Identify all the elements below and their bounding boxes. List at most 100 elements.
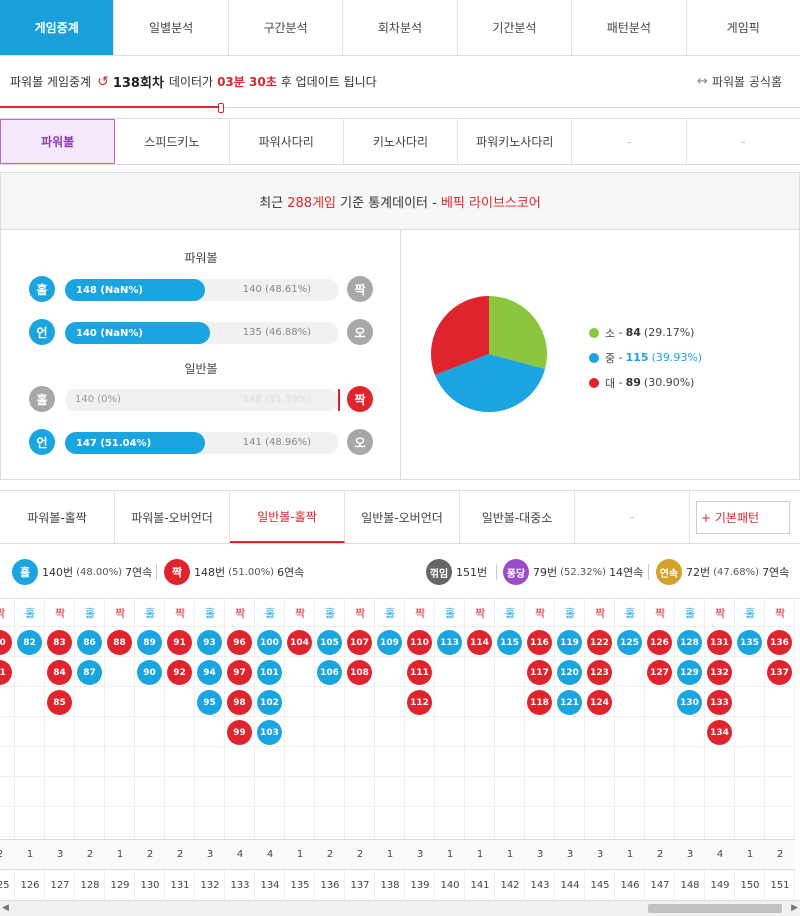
scroll-thumb[interactable]: [648, 904, 782, 913]
tab-pattern-analysis[interactable]: 패턴분석: [572, 0, 687, 55]
bounce-ball: 퐁당: [503, 559, 529, 585]
grid-cell: [495, 777, 525, 807]
grid-cell: 128: [675, 627, 705, 657]
result-ball: 126: [647, 630, 672, 655]
pattern-tab-normal-over-under[interactable]: 일반볼-오버언더: [345, 491, 460, 543]
column-head: 짝: [405, 599, 435, 627]
grid-cell: [195, 777, 225, 807]
countdown-progress: [0, 103, 224, 113]
legend-dot: [589, 352, 599, 363]
column-count: 1: [285, 839, 315, 869]
tab-live[interactable]: 게임중계: [0, 0, 115, 55]
pattern-column: 홀 109 1 138: [375, 599, 405, 900]
pattern-grid[interactable]: 짝80812125홀821126짝8384853127홀86872128짝881…: [0, 598, 800, 900]
divider: [648, 564, 649, 580]
column-head: 짝: [345, 599, 375, 627]
legend-pct: (29.17%): [643, 326, 695, 339]
result-ball: 121: [557, 690, 582, 715]
grid-cell: [345, 717, 375, 747]
column-round: 149: [705, 869, 735, 900]
summary-count: 148번: [194, 566, 226, 579]
grid-cell: [435, 657, 465, 687]
grid-cell: [255, 777, 285, 807]
column-round: 151: [765, 869, 795, 900]
column-head: 짝: [285, 599, 315, 627]
result-ball: 129: [677, 660, 702, 685]
grid-cell: [285, 687, 315, 717]
grid-cell: [525, 717, 555, 747]
divider: [156, 564, 157, 580]
grid-cell: [15, 747, 45, 777]
result-ball: 136: [767, 630, 792, 655]
grid-cell: [465, 777, 495, 807]
column-count: 2: [75, 839, 105, 869]
grid-cell: [735, 777, 765, 807]
stat-bar-fill: 147 (51.04%): [65, 432, 205, 454]
pattern-column: 짝 88 1 129: [105, 599, 135, 900]
grid-cell: [435, 777, 465, 807]
column-count: 1: [15, 839, 45, 869]
pattern-tab-powerball-over-under[interactable]: 파워볼-오버언더: [115, 491, 230, 543]
grid-cell: [525, 807, 555, 837]
grid-cell: [255, 807, 285, 837]
column-round: 130: [135, 869, 165, 900]
scroll-right-arrow-icon[interactable]: ▶: [791, 903, 798, 913]
summary-count: 140번: [42, 566, 74, 579]
game-tab-speedkeno[interactable]: 스피드키노: [115, 119, 230, 164]
column-head: 홀: [375, 599, 405, 627]
scroll-left-arrow-icon[interactable]: ◀: [2, 903, 9, 913]
grid-cell: [525, 747, 555, 777]
tab-section-analysis[interactable]: 구간분석: [229, 0, 344, 55]
basic-pattern-button[interactable]: + 기본패턴: [696, 501, 790, 534]
column-count: 3: [405, 839, 435, 869]
grid-cell: 115: [495, 627, 525, 657]
pattern-summary: 홀 140번 (48.00%) 7연속 짝 148번 (51.00%) 6연속 …: [0, 553, 800, 591]
result-ball: 80: [0, 630, 12, 655]
grid-cell: [675, 747, 705, 777]
legend-dot: [589, 327, 599, 338]
grid-cell: [345, 777, 375, 807]
pattern-tab-normal-size[interactable]: 일반볼-대중소: [460, 491, 575, 543]
tab-round-analysis[interactable]: 회차분석: [343, 0, 458, 55]
legend-dot: [589, 377, 599, 388]
official-site-link[interactable]: ↔ 파워볼 공식홈: [697, 73, 782, 90]
under-ball: 언: [29, 429, 55, 455]
grid-cell: [105, 807, 135, 837]
grid-cell: [0, 777, 15, 807]
column-head: 홀: [735, 599, 765, 627]
horizontal-scrollbar[interactable]: ◀ ▶: [0, 900, 800, 916]
grid-cell: [75, 687, 105, 717]
result-ball: 112: [407, 690, 432, 715]
grid-cell: [405, 777, 435, 807]
game-tab-keno-ladder[interactable]: 키노사다리: [343, 119, 459, 164]
tab-daily-analysis[interactable]: 일별분석: [114, 0, 229, 55]
pie-svg: [431, 296, 547, 412]
grid-cell: 123: [585, 657, 615, 687]
pattern-tab-normal-odd-even[interactable]: 일반볼-홀짝: [230, 491, 345, 543]
grid-cell: [645, 807, 675, 837]
column-head: 짝: [765, 599, 795, 627]
result-ball: 98: [227, 690, 252, 715]
result-ball: 123: [587, 660, 612, 685]
stats-panel: 최근 288게임 기준 통계데이터 - 베픽 라이브스코어 파워볼 홀 148 …: [0, 172, 800, 480]
result-ball: 114: [467, 630, 492, 655]
grid-cell: [405, 807, 435, 837]
grid-cell: 136: [765, 627, 795, 657]
game-tab-powerkeno-ladder[interactable]: 파워키노사다리: [458, 119, 573, 164]
grid-cell: [495, 807, 525, 837]
result-ball: 120: [557, 660, 582, 685]
pattern-tab-powerball-odd-even[interactable]: 파워볼-홀짝: [0, 491, 115, 543]
grid-cell: [225, 747, 255, 777]
tab-period-analysis[interactable]: 기간분석: [458, 0, 573, 55]
grid-cell: [675, 807, 705, 837]
game-tab-power-ladder[interactable]: 파워사다리: [229, 119, 344, 164]
legend-label: 대: [605, 376, 616, 390]
grid-cell: 90: [135, 657, 165, 687]
result-ball: 130: [677, 690, 702, 715]
grid-cell: [495, 747, 525, 777]
result-ball: 88: [107, 630, 132, 655]
result-ball: 116: [527, 630, 552, 655]
grid-cell: [285, 747, 315, 777]
game-tab-powerball[interactable]: 파워볼: [0, 119, 116, 164]
tab-game-pick[interactable]: 게임픽: [726, 21, 760, 35]
